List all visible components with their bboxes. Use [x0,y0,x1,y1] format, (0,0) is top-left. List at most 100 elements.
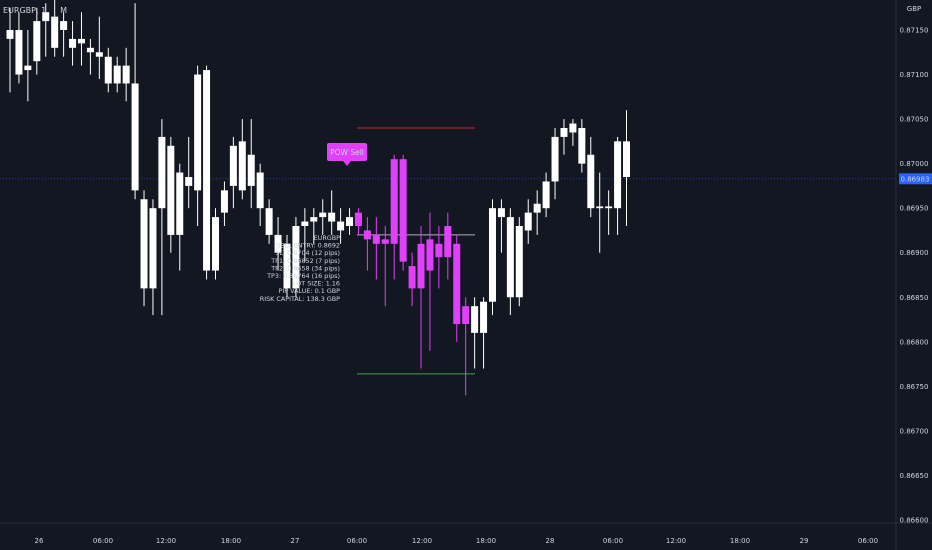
candle-body [346,217,354,226]
x-tick-label: 18:00 [221,537,241,545]
candle [238,119,246,200]
candle-body [113,65,121,84]
currency-label: GBP [907,5,921,13]
candle [596,172,604,253]
candle [417,226,425,369]
candle-body [319,212,327,218]
candle-body [578,128,586,164]
trade-info-line: TP2: 0.8658 (34 pips) [270,264,340,272]
candle-body [77,38,85,44]
price-axis[interactable]: 0.87150 0.87100 0.87050 0.87000 0.86950 0.869… [900,27,929,525]
candle [614,136,622,235]
candle-body [605,206,613,209]
candle [158,119,166,316]
candle-body [194,74,202,191]
sell-signal-badge[interactable] [327,143,367,161]
candle-body [533,203,541,213]
trade-info-line: TP3: 0.86764 (16 pips) [266,272,340,280]
candle-body [69,38,77,48]
candle-body [542,181,550,209]
trade-info-line: RISK CAPITAL: 138.3 GBP [260,295,340,303]
candle [140,190,148,307]
candle [310,208,318,244]
candle [506,208,514,316]
candle [444,212,452,280]
candle-body [453,243,461,324]
candle [131,3,139,200]
candle-body [569,123,577,133]
candle-body [149,208,157,289]
signal-marker[interactable]: POW Sell [327,143,367,166]
sell-signal-pointer [343,161,351,166]
x-tick-label: 28 [546,537,555,545]
candle [372,217,380,280]
candle-body [524,212,532,231]
symbol-title-tail: M [60,6,67,15]
candle [265,199,273,244]
candle-body [131,83,139,191]
trade-info-line: LOT SIZE: 1.16 [293,280,340,288]
x-tick-label: 12:00 [412,537,432,545]
y-tick-label: 0.86650 [900,472,929,480]
candle [113,56,121,93]
symbol-title[interactable]: EURGBP, 1 M [3,6,67,15]
price-scale-bg [896,0,932,523]
y-tick-label: 0.87150 [900,27,929,35]
candle [346,208,354,235]
candle-body [301,221,309,226]
candle-body [614,141,622,209]
x-tick-label: 18:00 [730,537,750,545]
last-price-value: 0.86983 [901,175,930,183]
candle [203,65,211,280]
candle [185,136,193,209]
candle-body [86,47,94,53]
y-tick-label: 0.86900 [900,249,929,257]
candle-body [408,266,416,289]
candle [69,21,77,66]
candle-body [283,243,291,289]
candle [328,190,336,235]
candle-body [122,65,130,84]
trade-info-line: TP1: 0.86852 (7 pips) [270,257,340,265]
candle [480,297,488,369]
x-tick-label: 06:00 [93,537,113,545]
candle-body [42,12,50,22]
x-tick-label: 12:00 [156,537,176,545]
candle [605,190,613,235]
candle [212,208,220,280]
x-tick-label: 06:00 [858,537,878,545]
candle [390,154,398,280]
y-tick-label: 0.86600 [900,517,929,525]
candle [453,234,461,342]
candle-body [506,217,514,298]
candle-body [203,70,211,271]
y-tick-label: 0.87100 [900,71,929,79]
x-tick-label: 06:00 [603,537,623,545]
time-axis[interactable]: 26 06:00 12:00 18:00 27 06:00 12:00 18:00 28 06:0… [35,537,879,545]
candle [551,128,559,200]
candle-body [417,243,425,289]
candlestick-series[interactable] [6,0,631,396]
x-tick-label: 06:00 [347,537,367,545]
candle-body [587,154,595,209]
candle-body [15,30,23,75]
candle [229,136,237,209]
candle-body [6,30,14,39]
candle-body [435,243,443,258]
candle [176,163,184,271]
candle [274,217,282,271]
candle [542,172,550,218]
candle [60,12,68,57]
candle [86,38,94,75]
candle [51,0,59,57]
candle-body [471,306,479,333]
trade-info-line: SL: 0.8704 (12 pips) [275,249,340,257]
candle-body [256,172,264,209]
candle [354,208,362,235]
candle-body [488,208,496,302]
candle-body [328,212,336,222]
candle [337,208,345,244]
x-tick-label: 27 [291,537,300,545]
trade-info-line: EURGBP [314,234,340,242]
